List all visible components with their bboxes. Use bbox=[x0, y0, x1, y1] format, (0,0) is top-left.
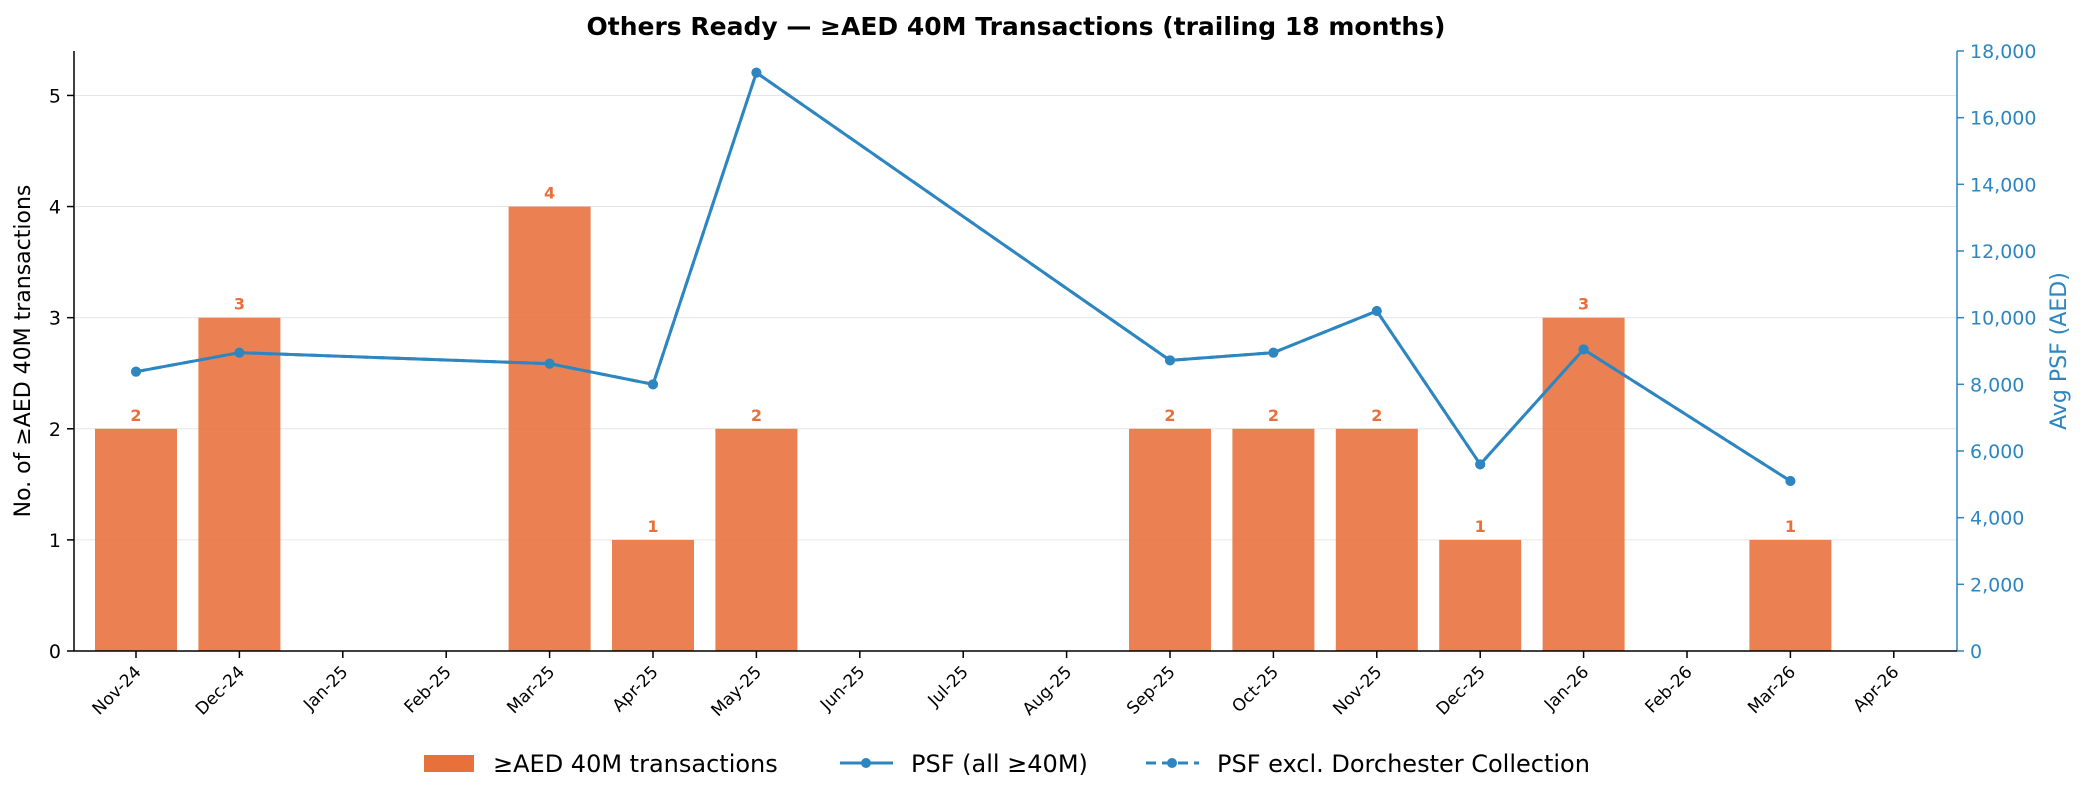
right-axis-label: Avg PSF (AED) bbox=[2047, 272, 2072, 430]
left-axis-label: No. of ≥AED 40M transactions bbox=[11, 185, 36, 518]
x-axis-ticks: Nov-24 Dec-24 Jan-25 Feb-25 Mar-25 Apr-25 May-… bbox=[89, 651, 1904, 721]
psf-all-line-marker bbox=[1475, 459, 1486, 470]
x-tick-label: Feb-25 bbox=[401, 662, 456, 717]
bar bbox=[198, 317, 281, 651]
left-tick-label: 5 bbox=[49, 85, 61, 107]
bar bbox=[1335, 428, 1418, 651]
legend-label-bars: ≥AED 40M transactions bbox=[493, 750, 778, 778]
psf-all-line-marker bbox=[1371, 306, 1382, 316]
right-tick-label: 18,000 bbox=[1970, 41, 2036, 63]
psf-all-line bbox=[135, 71, 1792, 483]
right-tick-label: 14,000 bbox=[1970, 174, 2036, 196]
psf-all-line-marker bbox=[1268, 347, 1279, 358]
gridlines bbox=[74, 94, 1957, 541]
right-tick-label: 16,000 bbox=[1970, 108, 2036, 130]
x-tick-label: Feb-26 bbox=[1641, 662, 1696, 717]
x-tick-label: Aug-25 bbox=[1019, 662, 1076, 719]
psf-line-series bbox=[131, 67, 1796, 486]
right-tick-label: 10,000 bbox=[1970, 308, 2036, 330]
bar bbox=[1232, 428, 1315, 651]
x-tick-label: Oct-25 bbox=[1228, 662, 1283, 717]
right-tick-label: 12,000 bbox=[1970, 241, 2036, 263]
psf-all-line-marker bbox=[234, 347, 245, 358]
bar-value-label: 2 bbox=[1164, 406, 1175, 425]
bar bbox=[1542, 317, 1625, 651]
right-tick-label: 8,000 bbox=[1970, 374, 2024, 396]
bar-series bbox=[95, 206, 1832, 652]
x-tick-label: Jan-25 bbox=[299, 662, 352, 715]
bar-value-label: 3 bbox=[234, 295, 245, 314]
psf-all-line-marker bbox=[1165, 355, 1175, 366]
bar bbox=[612, 539, 694, 651]
bar bbox=[1129, 428, 1211, 651]
left-tick-label: 0 bbox=[49, 641, 61, 663]
bar bbox=[1749, 539, 1832, 651]
right-tick-label: 0 bbox=[1970, 641, 1982, 663]
left-tick-label: 1 bbox=[49, 530, 61, 552]
x-tick-label: Apr-26 bbox=[1850, 662, 1904, 716]
right-tick-label: 6,000 bbox=[1970, 441, 2024, 463]
x-tick-label: Mar-25 bbox=[503, 662, 559, 718]
legend-label-psf-excl: PSF excl. Dorchester Collection bbox=[1217, 750, 1590, 778]
bar-value-label: 2 bbox=[1268, 406, 1279, 425]
bar-value-label: 2 bbox=[130, 406, 141, 425]
bar-value-label: 1 bbox=[647, 517, 658, 536]
psf-all-line-marker bbox=[751, 67, 762, 78]
bar bbox=[95, 428, 177, 651]
legend-bar-swatch bbox=[424, 755, 474, 772]
bar-value-label: 4 bbox=[544, 184, 555, 203]
bar-value-label: 3 bbox=[1578, 295, 1589, 314]
left-axis-ticks: 0 1 2 3 4 5 bbox=[49, 85, 74, 663]
right-tick-label: 2,000 bbox=[1970, 574, 2024, 596]
x-tick-label: Apr-25 bbox=[609, 662, 663, 716]
right-tick-label: 4,000 bbox=[1970, 508, 2024, 530]
left-tick-label: 2 bbox=[49, 419, 61, 441]
x-tick-label: Dec-25 bbox=[1433, 662, 1490, 719]
x-tick-label: Jul-25 bbox=[924, 662, 973, 711]
legend-line-all-marker bbox=[861, 758, 871, 768]
x-tick-label: Sep-25 bbox=[1123, 662, 1179, 718]
x-tick-label: Dec-24 bbox=[192, 662, 249, 719]
legend: ≥AED 40M transactions PSF (all ≥40M) PSF… bbox=[424, 750, 1590, 778]
bar bbox=[508, 206, 591, 652]
psf-all-line-marker bbox=[1785, 476, 1796, 486]
x-tick-label: Mar-26 bbox=[1744, 662, 1800, 718]
left-tick-label: 3 bbox=[49, 308, 61, 330]
left-tick-label: 4 bbox=[49, 197, 61, 219]
x-tick-label: May-25 bbox=[708, 662, 766, 720]
right-axis-ticks: 0 2,000 4,000 6,000 8,000 10,000 12,000 14,000 1… bbox=[1957, 41, 2036, 663]
chart-title: Others Ready — ≥AED 40M Transactions (tr… bbox=[587, 12, 1446, 41]
psf-all-line-marker bbox=[131, 366, 141, 377]
x-tick-label: Nov-24 bbox=[89, 662, 146, 719]
x-tick-label: Jan-26 bbox=[1540, 662, 1593, 715]
bar-value-labels: 2 3 4 1 2 2 2 2 1 3 1 bbox=[130, 184, 1796, 536]
bar-value-label: 2 bbox=[751, 406, 762, 425]
legend-line-excl-marker bbox=[1167, 758, 1177, 768]
bar-value-label: 1 bbox=[1475, 517, 1486, 536]
psf-all-line-marker bbox=[648, 379, 658, 390]
x-tick-label: Nov-25 bbox=[1329, 662, 1386, 719]
bar bbox=[715, 428, 798, 651]
x-tick-label: Jun-25 bbox=[816, 662, 869, 715]
bar-value-label: 2 bbox=[1371, 406, 1382, 425]
bar-value-label: 1 bbox=[1785, 517, 1796, 536]
bar bbox=[1439, 539, 1522, 651]
psf-all-line-marker bbox=[1578, 344, 1589, 355]
psf-excl-line bbox=[135, 71, 1792, 483]
legend-label-psf-all: PSF (all ≥40M) bbox=[911, 750, 1088, 778]
psf-all-line-marker bbox=[544, 358, 555, 369]
